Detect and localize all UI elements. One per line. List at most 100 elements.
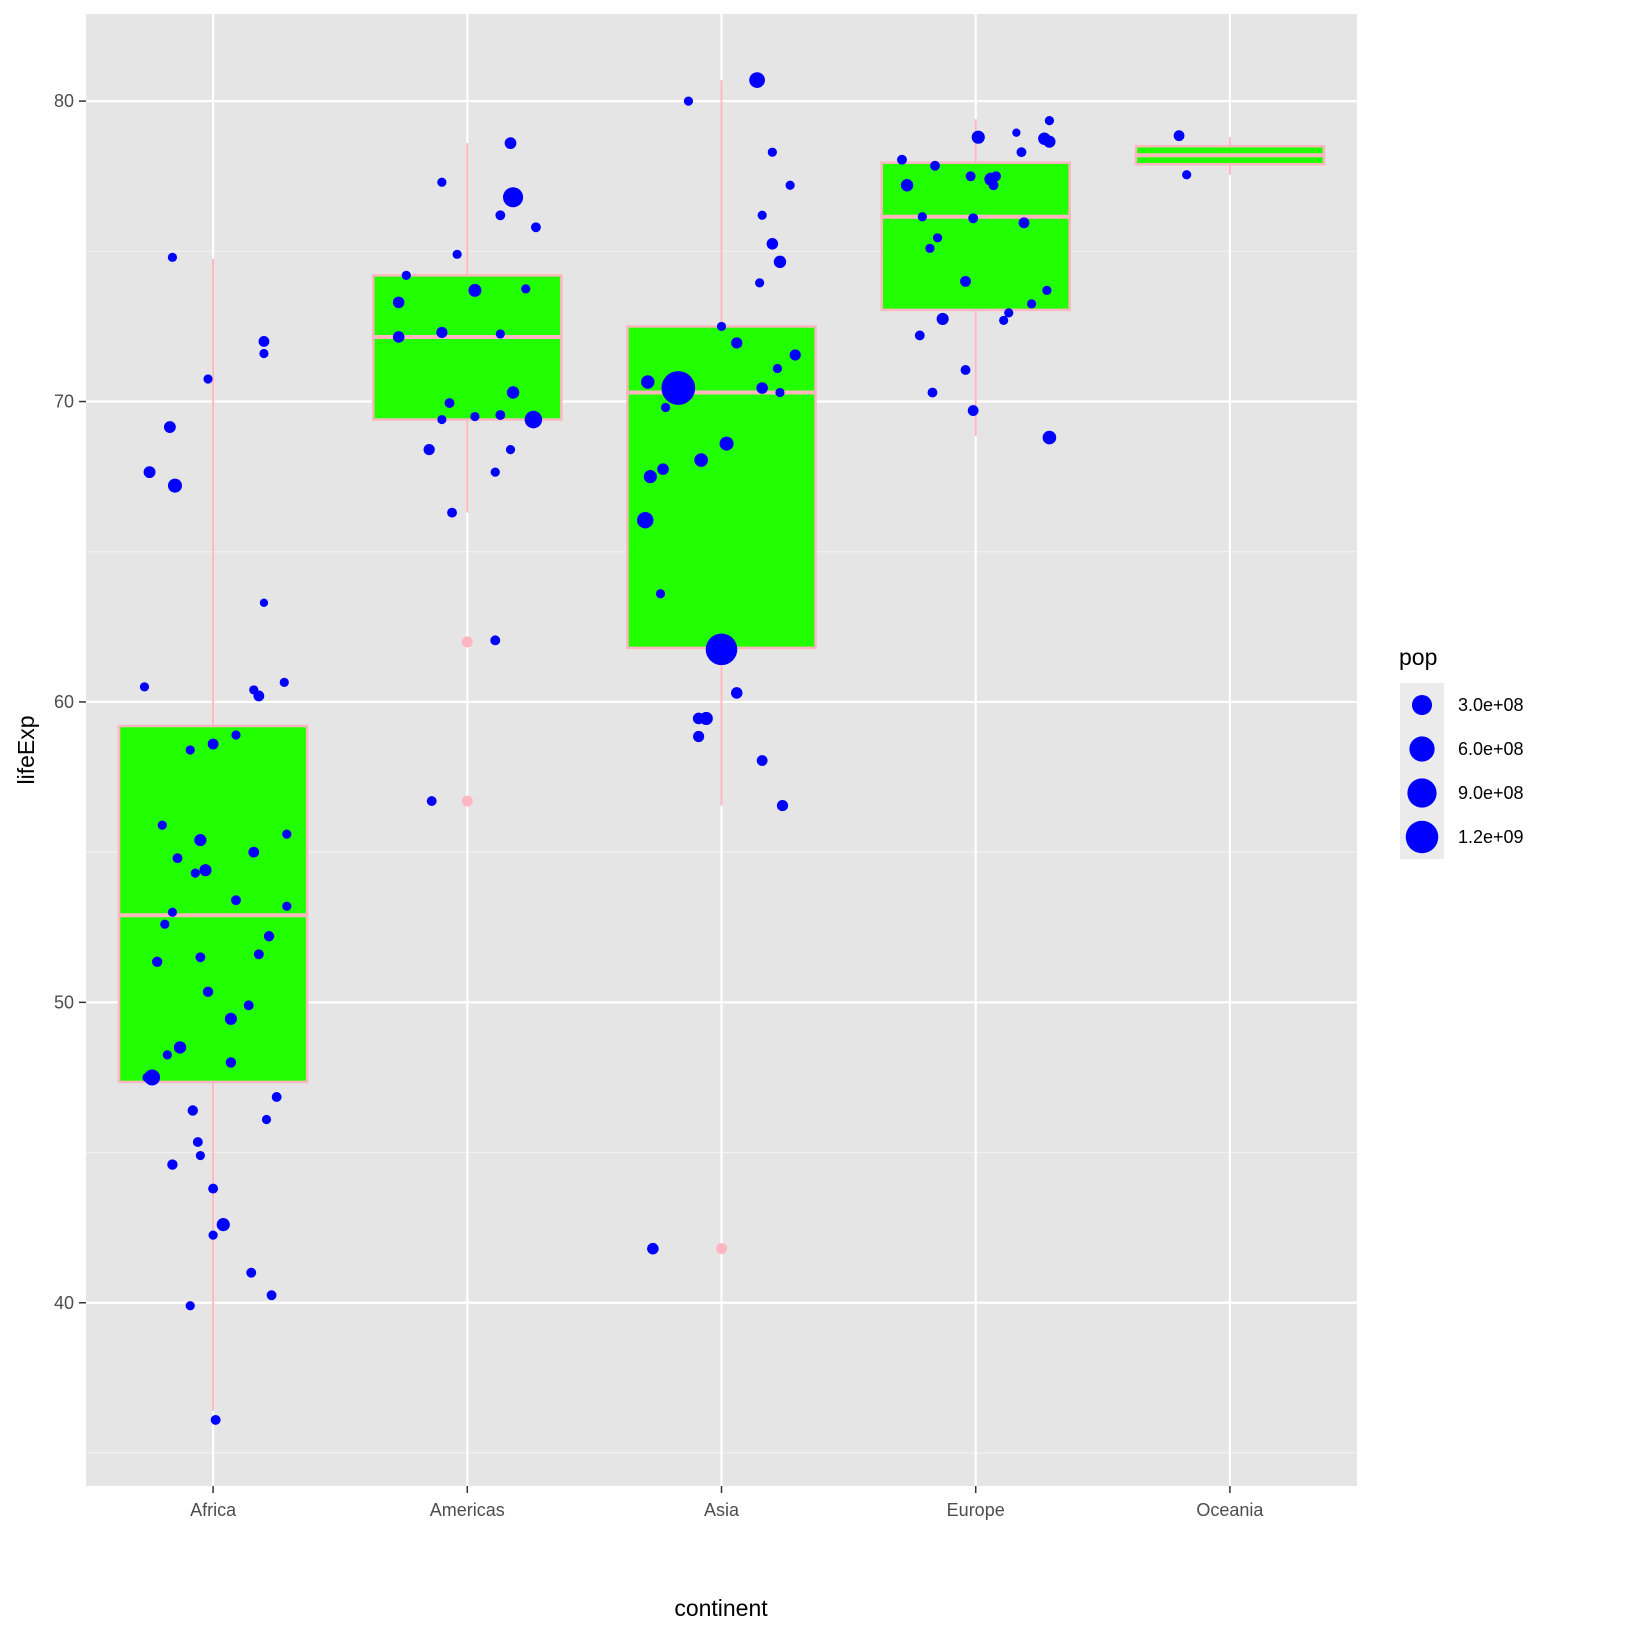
data-point [971, 130, 985, 144]
data-point [766, 238, 779, 250]
data-point [160, 919, 170, 929]
data-point [190, 868, 200, 878]
data-point [426, 796, 437, 807]
data-point [1042, 430, 1057, 445]
data-point [693, 730, 705, 743]
data-point [224, 1012, 237, 1025]
data-point [506, 386, 520, 399]
data-point [447, 507, 457, 518]
legend-label: 6.0e+08 [1458, 739, 1524, 759]
legend-key-circle [1411, 694, 1433, 716]
data-point [960, 275, 971, 287]
data-point [185, 745, 195, 755]
x-tick-label: Oceania [1196, 1500, 1264, 1520]
data-point [261, 1114, 272, 1125]
data-point [490, 467, 500, 477]
data-point [730, 687, 743, 699]
data-point [162, 1050, 172, 1060]
data-point [167, 478, 182, 493]
box-americas [371, 274, 563, 421]
data-point [1012, 128, 1021, 137]
data-point [1173, 130, 1185, 142]
data-point [231, 730, 241, 740]
data-point [897, 154, 907, 165]
data-point [151, 956, 163, 967]
data-point [468, 283, 482, 297]
data-point [203, 374, 213, 384]
data-point [719, 436, 734, 451]
data-point [266, 1290, 277, 1301]
data-point [437, 414, 447, 425]
data-point [785, 180, 795, 190]
data-point [694, 453, 708, 467]
data-point [470, 411, 480, 422]
data-point [789, 349, 801, 361]
data-point [932, 233, 943, 243]
data-point [1042, 285, 1052, 295]
data-point [1044, 116, 1055, 126]
data-point [657, 463, 669, 475]
data-point [927, 387, 938, 398]
data-point [208, 1230, 218, 1240]
data-point [683, 96, 694, 106]
data-point [772, 363, 783, 374]
data-point [253, 690, 265, 702]
data-point [521, 284, 531, 294]
data-point [259, 348, 269, 359]
data-point [756, 755, 768, 766]
data-point [967, 405, 979, 416]
data-point [641, 375, 655, 389]
data-point [767, 147, 777, 157]
data-point [282, 829, 292, 839]
data-point [495, 410, 506, 420]
data-point [917, 212, 927, 222]
data-point [192, 1137, 203, 1147]
legend-key-circle [1405, 820, 1439, 854]
legend-label: 1.2e+09 [1458, 827, 1524, 847]
data-point [185, 1301, 195, 1311]
y-tick-label: 60 [54, 692, 74, 712]
data-point [157, 820, 167, 830]
data-point [775, 387, 785, 398]
data-point [1018, 217, 1030, 229]
data-point [1182, 170, 1192, 180]
legend-title: pop [1399, 644, 1437, 670]
x-tick-label: Africa [190, 1500, 237, 1520]
data-point [436, 326, 448, 339]
x-tick-label: Americas [430, 1500, 505, 1520]
data-point [699, 711, 713, 726]
data-point [195, 952, 206, 963]
data-point [925, 243, 935, 253]
data-point [756, 382, 768, 394]
data-point [757, 210, 767, 220]
y-tick-label: 80 [54, 91, 74, 111]
data-point [271, 1092, 282, 1102]
legend: pop 3.0e+08 6.0e+08 9.0e+08 1.2e+09 [1399, 644, 1524, 859]
data-point [225, 1057, 237, 1068]
outlier-point [461, 795, 473, 807]
data-point [282, 901, 292, 911]
data-point [263, 931, 275, 942]
data-point [731, 337, 743, 349]
data-point [202, 986, 214, 998]
jitter-points [139, 72, 1192, 1425]
outlier-point [461, 636, 473, 648]
data-point [716, 321, 727, 332]
data-point [988, 180, 999, 191]
legend-key-circle [1409, 736, 1435, 762]
data-point [258, 336, 270, 347]
data-point [999, 315, 1009, 326]
data-point [437, 177, 447, 187]
data-point [259, 598, 269, 607]
data-point [505, 444, 516, 455]
data-point [246, 1267, 257, 1278]
x-tick-label: Asia [704, 1500, 740, 1520]
box-africa [117, 724, 309, 1084]
data-point [208, 1183, 219, 1194]
data-point [936, 312, 949, 325]
y-axis: 40 50 60 70 80 [54, 91, 86, 1313]
y-tick-label: 50 [54, 992, 74, 1012]
data-point [490, 635, 501, 646]
data-point [660, 402, 671, 413]
data-point [163, 421, 176, 433]
